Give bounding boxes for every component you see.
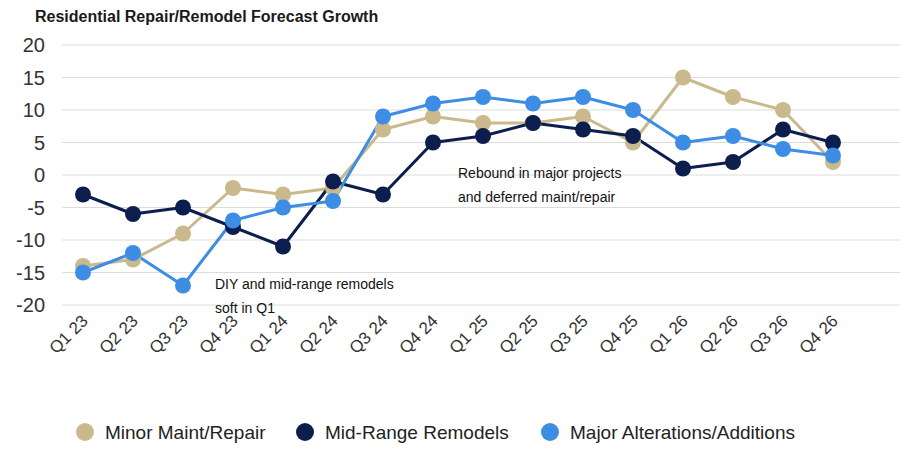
point (375, 187, 391, 203)
x-tick-label: Q3 24 (346, 311, 392, 357)
grid-line (62, 45, 900, 46)
chart: Residential Repair/Remodel Forecast Grow… (0, 0, 900, 449)
x-tick-label: Q2 26 (696, 311, 742, 357)
point (125, 245, 141, 261)
x-tick-label: Q1 25 (446, 311, 492, 357)
point (725, 89, 741, 105)
point (675, 70, 691, 86)
x-tick-label: Q4 25 (596, 311, 642, 357)
y-tick-label: -15 (16, 262, 45, 284)
point (75, 187, 91, 203)
series-line (83, 123, 833, 247)
x-tick-label: Q1 26 (646, 311, 692, 357)
y-tick-label: 20 (23, 34, 45, 56)
point (125, 206, 141, 222)
point (225, 180, 241, 196)
y-tick-label: 15 (23, 67, 45, 89)
y-tick-label: 10 (23, 99, 45, 121)
x-tick-label: Q3 25 (546, 311, 592, 357)
point (575, 89, 591, 105)
point (425, 135, 441, 151)
point (275, 200, 291, 216)
legend-marker (541, 423, 559, 441)
x-tick-label: Q1 23 (46, 311, 92, 357)
point (525, 115, 541, 131)
legend-label: Mid-Range Remodels (325, 422, 509, 443)
grid-line (62, 305, 900, 306)
point (675, 161, 691, 177)
x-tick-label: Q1 24 (246, 311, 292, 357)
y-tick-label: -10 (16, 229, 45, 251)
point (775, 141, 791, 157)
x-tick-label: Q4 26 (796, 311, 842, 357)
title: Residential Repair/Remodel Forecast Grow… (35, 8, 378, 25)
x-tick-label: Q4 24 (396, 311, 442, 357)
point (175, 200, 191, 216)
annotation: and deferred maint/repair (458, 189, 616, 205)
x-tick-label: Q3 23 (146, 311, 192, 357)
legend-label: Minor Maint/Repair (105, 422, 266, 443)
legend-marker (76, 423, 94, 441)
point (575, 122, 591, 138)
point (775, 102, 791, 118)
point (175, 278, 191, 294)
point (425, 96, 441, 112)
point (225, 213, 241, 229)
point (775, 122, 791, 138)
x-tick-label: Q2 23 (96, 311, 142, 357)
y-tick-label: 0 (34, 164, 45, 186)
point (525, 115, 541, 131)
point (625, 128, 641, 144)
point (325, 174, 341, 190)
point (325, 193, 341, 209)
point (625, 102, 641, 118)
point (75, 265, 91, 281)
point (275, 239, 291, 255)
grid-line (62, 77, 900, 78)
point (725, 128, 741, 144)
y-tick-label: -20 (16, 294, 45, 316)
annotation: soft in Q1 (215, 300, 275, 316)
grid-line (62, 110, 900, 111)
plot-area (75, 70, 841, 294)
series-line (83, 97, 833, 286)
point (475, 128, 491, 144)
point (375, 109, 391, 125)
legend-marker (296, 423, 314, 441)
legend-label: Major Alterations/Additions (570, 422, 795, 443)
point (725, 154, 741, 170)
point (675, 135, 691, 151)
x-tick-label: Q3 26 (746, 311, 792, 357)
x-tick-label: Q4 23 (196, 311, 242, 357)
grid-line (62, 272, 900, 273)
point (175, 226, 191, 242)
y-tick-label: 5 (34, 132, 45, 154)
annotation: DIY and mid-range remodels (215, 276, 394, 292)
series-line (83, 78, 833, 267)
x-tick-label: Q2 25 (496, 311, 542, 357)
point (525, 96, 541, 112)
x-tick-label: Q2 24 (296, 311, 342, 357)
point (825, 148, 841, 164)
y-tick-label: -5 (27, 197, 45, 219)
point (475, 89, 491, 105)
annotation: Rebound in major projects (458, 165, 621, 181)
